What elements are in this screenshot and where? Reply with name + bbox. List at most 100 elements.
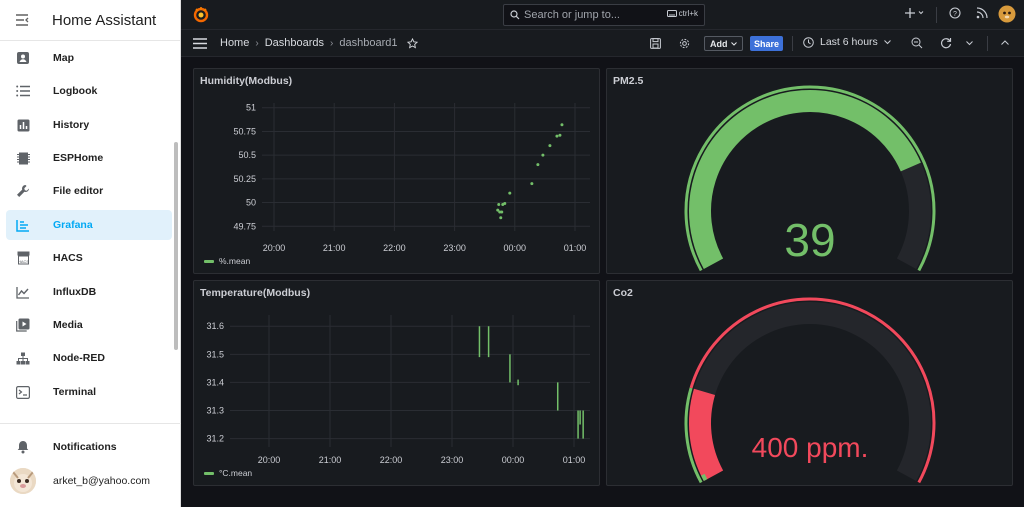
sidebar-item-label: Terminal [53, 386, 96, 398]
y-tick-label: 50.75 [233, 126, 256, 136]
search-input[interactable]: Search or jump to... ctrl+k [503, 4, 705, 26]
sidebar-item-node-red[interactable]: Node-RED [6, 343, 172, 373]
breadcrumb-separator-icon: › [255, 37, 259, 49]
humidity-data-point [496, 208, 500, 212]
humidity-data-point [503, 202, 507, 206]
gauge-threshold-ring [684, 85, 936, 272]
pm25-panel[interactable]: PM2.5 39 [606, 68, 1013, 274]
sidebar-user[interactable]: arket_b@yahoo.com [6, 466, 172, 496]
share-button[interactable]: Share [750, 36, 784, 51]
temperature-chart: 31.2 31.3 31.4 31.5 31.6 20:00 21:00 22:00 23:00… [206, 315, 590, 465]
breadcrumb: Home › Dashboards › dashboard1 [220, 37, 419, 49]
sidebar-item-grafana[interactable]: Grafana [6, 210, 172, 240]
sidebar-item-esphome[interactable]: ESPHome [6, 143, 172, 173]
time-range-label: Last 6 hours [820, 36, 878, 48]
sidebar-item-label: InfluxDB [53, 286, 97, 298]
panel-title: Temperature(Modbus) [200, 287, 311, 299]
x-tick-label: 20:00 [263, 243, 286, 253]
avatar [10, 468, 36, 494]
influxdb-chart-icon [6, 286, 40, 299]
sidebar-item-label: Media [53, 319, 83, 331]
grafana-icon [6, 219, 40, 232]
co2-panel[interactable]: Co2 400 ppm. [606, 280, 1013, 486]
gauge-value-text: 400 ppm. [752, 432, 869, 463]
refresh-interval-chevron-icon[interactable] [966, 41, 973, 46]
gauge-threshold-ring-base [684, 387, 703, 484]
y-tick-label: 31.6 [206, 321, 224, 331]
history-chart-icon [6, 119, 40, 132]
breadcrumb-home[interactable]: Home [220, 37, 250, 49]
profile-avatar-icon[interactable] [998, 5, 1016, 23]
panel-title: PM2.5 [613, 75, 644, 87]
legend-label: °C.mean [219, 468, 253, 478]
gauge-value-base-tick [701, 473, 708, 482]
humidity-legend[interactable]: %.mean [204, 256, 250, 266]
sidebar-item-history[interactable]: History [6, 110, 172, 140]
sidebar-item-label: File editor [53, 185, 104, 197]
sidebar-item-label: Logbook [53, 85, 98, 97]
legend-swatch [204, 471, 214, 475]
refresh-icon[interactable] [940, 37, 952, 49]
humidity-data-point [560, 123, 564, 127]
humidity-panel[interactable]: Humidity(Modbus) 49.75 50 50.25 50.5 50.75 51… [193, 68, 600, 274]
hamburger-menu-icon[interactable] [193, 38, 207, 49]
sidebar-item-label: ESPHome [53, 152, 104, 164]
dashboard-navbar: Home › Dashboards › dashboard1 Add Share… [181, 30, 1024, 57]
help-icon[interactable]: ? [949, 7, 961, 19]
breadcrumb-dashboards[interactable]: Dashboards [264, 37, 325, 49]
navbar-divider [792, 36, 793, 51]
sidebar-item-label: Node-RED [53, 352, 105, 364]
esphome-chip-icon [6, 152, 40, 165]
avatar-wrap [6, 468, 40, 494]
news-rss-icon[interactable] [976, 7, 988, 19]
bell-icon [6, 440, 40, 454]
grafana-logo-icon[interactable] [193, 6, 209, 23]
sidebar-item-label: Grafana [53, 219, 93, 231]
sidebar-item-map[interactable]: Map [6, 43, 172, 73]
zoom-out-icon[interactable] [911, 37, 923, 49]
x-tick-label: 22:00 [380, 455, 403, 465]
humidity-chart: 49.75 50 50.25 50.5 50.75 51 20:00 21:00 22:00 23… [233, 103, 590, 253]
menu-collapse-icon[interactable] [0, 0, 44, 41]
star-icon[interactable] [407, 37, 419, 49]
settings-gear-icon[interactable] [679, 38, 690, 49]
humidity-data-point [548, 144, 552, 148]
topbar-divider [936, 7, 937, 23]
sidebar-item-file-editor[interactable]: File editor [6, 176, 172, 206]
collapse-chevron-up-icon[interactable] [1001, 40, 1009, 45]
sidebar-item-notifications[interactable]: Notifications [6, 432, 172, 462]
temperature-legend[interactable]: °C.mean [204, 468, 252, 478]
navbar-divider [987, 36, 988, 51]
sidebar-item-terminal[interactable]: Terminal [6, 377, 172, 407]
panel-title: Humidity(Modbus) [200, 75, 293, 87]
sidebar-item-label: History [53, 119, 90, 131]
x-tick-label: 23:00 [441, 455, 464, 465]
humidity-data-point [497, 202, 501, 206]
notifications-label: Notifications [53, 441, 117, 453]
logbook-icon [6, 85, 40, 97]
sidebar-divider [0, 423, 181, 424]
humidity-data-point [500, 210, 504, 214]
sidebar-item-hacs[interactable]: HACS HACS [6, 243, 172, 273]
sidebar-item-label: Map [53, 52, 74, 64]
save-dashboard-icon[interactable] [650, 38, 661, 49]
gauge-value-arc [689, 90, 921, 269]
x-tick-label: 22:00 [383, 243, 406, 253]
sidebar-scrollbar[interactable] [174, 142, 178, 350]
x-tick-label: 21:00 [319, 455, 342, 465]
x-tick-label: 00:00 [504, 243, 527, 253]
humidity-data-point [499, 216, 503, 220]
add-button[interactable]: Add [704, 36, 743, 51]
sidebar-item-influxdb[interactable]: InfluxDB [6, 277, 172, 307]
sidebar-item-media[interactable]: Media [6, 310, 172, 340]
plus-menu-icon[interactable] [905, 7, 925, 19]
sidebar-item-logbook[interactable]: Logbook [6, 76, 172, 106]
sidebar-item-label: HACS [53, 252, 83, 264]
sidebar: Home Assistant Map Logbook History ESPHome F… [0, 0, 181, 507]
legend-label: %.mean [219, 256, 251, 266]
time-range-picker[interactable]: Last 6 hours [803, 36, 891, 48]
temperature-panel[interactable]: Temperature(Modbus) 31.2 31.3 31.4 31.5 31.6… [193, 280, 600, 486]
search-placeholder: Search or jump to... [524, 9, 620, 21]
y-tick-label: 31.4 [206, 377, 224, 387]
gauge-value-text: 39 [784, 214, 835, 266]
